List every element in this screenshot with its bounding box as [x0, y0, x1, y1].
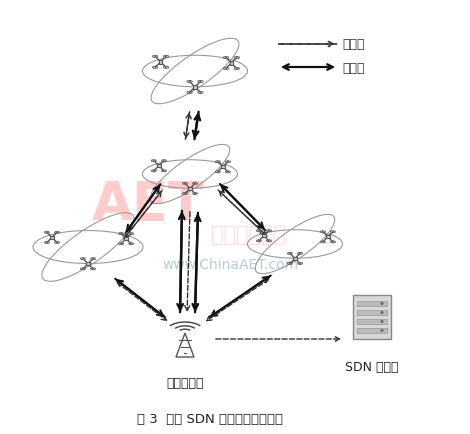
Polygon shape: [326, 236, 329, 239]
Polygon shape: [157, 164, 161, 168]
Text: AET: AET: [92, 178, 204, 230]
Text: SDN 控制器: SDN 控制器: [345, 361, 399, 374]
Circle shape: [381, 302, 384, 305]
Text: 图 3  基于 SDN 的无人机自组网络: 图 3 基于 SDN 的无人机自组网络: [137, 413, 283, 425]
Polygon shape: [159, 61, 163, 65]
Polygon shape: [229, 62, 233, 66]
FancyBboxPatch shape: [357, 301, 387, 306]
Text: www.ChinaAET.com: www.ChinaAET.com: [162, 257, 298, 271]
FancyBboxPatch shape: [353, 295, 391, 339]
Polygon shape: [125, 237, 128, 241]
Polygon shape: [86, 263, 90, 266]
Polygon shape: [221, 166, 225, 169]
Text: 数据面: 数据面: [342, 61, 365, 74]
Polygon shape: [188, 187, 192, 191]
FancyBboxPatch shape: [357, 328, 387, 333]
Circle shape: [381, 311, 384, 314]
Polygon shape: [293, 257, 297, 260]
FancyBboxPatch shape: [357, 319, 387, 324]
Polygon shape: [193, 86, 197, 89]
Polygon shape: [262, 234, 266, 238]
Text: 电子技术应用: 电子技术应用: [211, 224, 285, 244]
Text: 控制面: 控制面: [342, 39, 365, 51]
FancyBboxPatch shape: [357, 310, 387, 315]
Circle shape: [381, 329, 384, 332]
Polygon shape: [50, 236, 54, 240]
Text: 地面控制站: 地面控制站: [166, 377, 204, 390]
Circle shape: [381, 320, 384, 323]
